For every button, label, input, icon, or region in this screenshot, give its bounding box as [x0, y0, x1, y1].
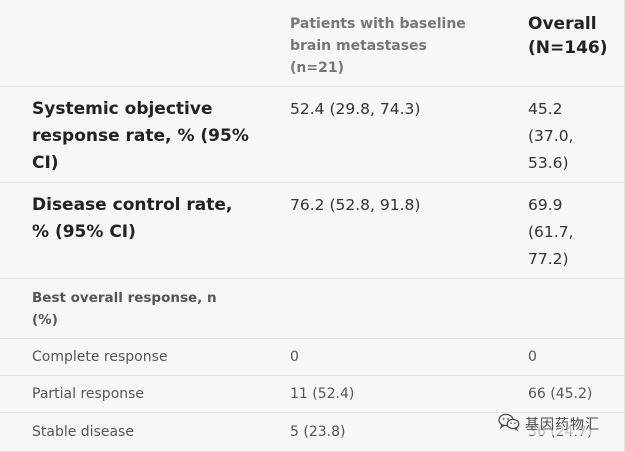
section-header-row: Best overall response, n (%) — [0, 278, 624, 339]
header-brain-line: Patients with baseline — [290, 16, 466, 32]
header-overall: Overall (N=146) — [528, 12, 620, 60]
row-label-orr: Systemic objective response rate, % (95%… — [32, 96, 272, 177]
section-label-line: Best overall response, n — [32, 290, 217, 306]
section-label-line: (%) — [32, 312, 58, 328]
cell-line: 45.2 — [528, 100, 563, 118]
row-label-stable-disease: Stable disease — [32, 424, 134, 440]
watermark-text: 基因药物汇 — [525, 417, 600, 433]
cell-line: 77.2) — [528, 250, 569, 268]
header-overall-line: (N=146) — [528, 38, 608, 58]
cell-overall-orr: 45.2 (37.0, 53.6) — [528, 96, 620, 177]
cell-line: (61.7, — [528, 223, 574, 241]
cell-line: (37.0, — [528, 127, 574, 145]
row-label-partial-response: Partial response — [32, 386, 145, 402]
wechat-icon — [498, 413, 520, 435]
table-row: Complete response 0 0 — [0, 338, 624, 376]
row-label-line: % (95% CI) — [32, 222, 136, 242]
cell-brain-dcr: 76.2 (52.8, 91.8) — [290, 196, 421, 214]
cell-line: 53.6) — [528, 154, 569, 172]
row-label-line: response rate, % (95% — [32, 126, 249, 146]
cell-brain-orr: 52.4 (29.8, 74.3) — [290, 100, 421, 118]
cell-brain-complete-response: 0 — [290, 349, 299, 365]
table-header-row: Patients with baseline brain metastases … — [0, 0, 624, 86]
cell-overall-dcr: 69.9 (61.7, 77.2) — [528, 192, 620, 273]
row-label-line: CI) — [32, 153, 59, 173]
table-row: Disease control rate, % (95% CI) 76.2 (5… — [0, 182, 624, 279]
cell-brain-partial-response: 11 (52.4) — [290, 386, 355, 402]
cell-overall-complete-response: 0 — [528, 349, 537, 365]
row-label-line: Systemic objective — [32, 99, 213, 119]
table-row: Systemic objective response rate, % (95%… — [0, 86, 624, 183]
header-brain-metastases: Patients with baseline brain metastases … — [290, 13, 510, 79]
row-label-dcr: Disease control rate, % (95% CI) — [32, 192, 272, 246]
header-overall-line: Overall — [528, 14, 597, 34]
cell-overall-partial-response: 66 (45.2) — [528, 386, 593, 402]
cell-line: 69.9 — [528, 196, 563, 214]
header-brain-line: (n=21) — [290, 60, 344, 76]
row-label-complete-response: Complete response — [32, 349, 168, 365]
watermark: 基因药物汇 — [498, 413, 604, 435]
header-brain-line: brain metastases — [290, 38, 427, 54]
section-label-best-overall-response: Best overall response, n (%) — [32, 287, 272, 331]
row-label-line: Disease control rate, — [32, 195, 233, 215]
cell-brain-stable-disease: 5 (23.8) — [290, 424, 346, 440]
table-row: Partial response 11 (52.4) 66 (45.2) — [0, 375, 624, 413]
